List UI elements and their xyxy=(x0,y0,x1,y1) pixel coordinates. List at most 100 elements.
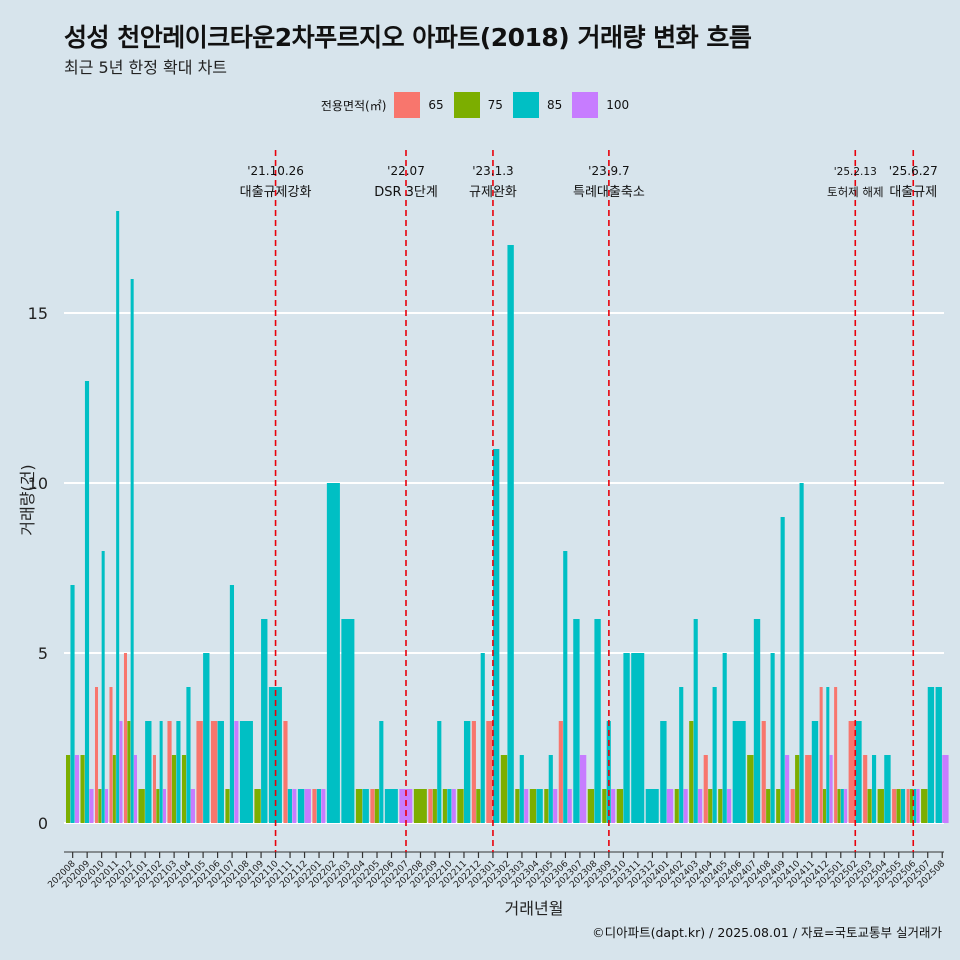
bar-85-202302 xyxy=(507,245,514,823)
bar-65-202111 xyxy=(283,721,288,823)
bar-75-202402 xyxy=(674,789,679,823)
bar-65-202503 xyxy=(863,755,868,823)
y-tick-label: 5 xyxy=(38,644,48,663)
bar-65-202301 xyxy=(486,721,493,823)
bar-100-202409 xyxy=(785,755,790,823)
bar-85-202111 xyxy=(287,789,292,823)
bar-85-202104 xyxy=(186,687,191,823)
bar-75-202208 xyxy=(413,789,427,823)
bar-100-202403 xyxy=(698,789,703,823)
bar-75-202209 xyxy=(432,789,437,823)
bar-65-202412 xyxy=(819,687,823,823)
bar-75-202205 xyxy=(374,789,379,823)
bar-85-202009 xyxy=(84,381,90,823)
bar-75-202310 xyxy=(616,789,624,823)
bar-65-202501 xyxy=(834,687,838,823)
bar-75-202507 xyxy=(921,789,928,823)
bar-85-202410 xyxy=(799,483,804,823)
bar-65-202502 xyxy=(848,721,855,823)
bar-75-202210 xyxy=(442,789,447,823)
event-label: 대출규제강화 xyxy=(240,185,312,200)
bar-85-202206 xyxy=(384,789,398,823)
bar-85-202008 xyxy=(70,585,75,823)
bar-75-202204 xyxy=(355,789,363,823)
bar-85-202307 xyxy=(573,619,580,823)
bar-65-202103 xyxy=(167,721,172,823)
bar-65-202404 xyxy=(703,755,708,823)
bar-75-202012 xyxy=(127,721,131,823)
bar-85-202503 xyxy=(871,755,877,823)
bar-75-202403 xyxy=(689,721,694,823)
bar-85-202107 xyxy=(229,585,235,823)
bar-65-202010 xyxy=(94,687,99,823)
bar-85-202201 xyxy=(316,789,321,823)
bar-100-202305 xyxy=(553,789,558,823)
bar-100-202501 xyxy=(844,789,848,823)
bar-85-202209 xyxy=(437,721,442,823)
bar-85-202411 xyxy=(811,721,819,823)
bar-75-202405 xyxy=(718,789,723,823)
bar-100-202402 xyxy=(683,789,688,823)
bar-65-202212 xyxy=(471,721,476,823)
bar-85-202204 xyxy=(362,789,369,823)
event-label: 대출규제 xyxy=(889,185,937,200)
bar-85-202406 xyxy=(732,721,746,823)
bar-75-202308 xyxy=(587,789,595,823)
y-tick-label: 0 xyxy=(38,814,48,833)
bar-100-202107 xyxy=(234,721,239,823)
source-caption: ©디아파트(dapt.kr) / 2025.08.01 / 자료=국토교통부 실… xyxy=(592,925,942,940)
bar-65-202205 xyxy=(370,789,375,823)
bar-100-202306 xyxy=(567,789,572,823)
legend: 전용면적(㎡) 65 75 85 100 xyxy=(0,92,960,118)
bar-100-202201 xyxy=(321,789,326,823)
bar-75-202506 xyxy=(909,789,913,823)
bar-85-202101 xyxy=(145,721,152,823)
bar-85-202408 xyxy=(770,653,775,823)
bar-65-202012 xyxy=(123,653,128,823)
bar-85-202507 xyxy=(927,687,935,823)
legend-item-100: 100 xyxy=(572,92,629,118)
bar-65-202011 xyxy=(109,687,113,823)
bar-100-202307 xyxy=(579,755,587,823)
event-label: 특례대출축소 xyxy=(573,185,645,200)
bar-65-202505 xyxy=(892,789,897,823)
event-label: 규제완화 xyxy=(469,185,517,200)
bar-75-202109 xyxy=(254,789,261,823)
bar-75-202309 xyxy=(602,789,607,823)
bar-85-202210 xyxy=(447,789,452,823)
bar-75-202501 xyxy=(837,789,841,823)
bar-75-202107 xyxy=(225,789,230,823)
bar-75-202101 xyxy=(138,789,145,823)
event-label: 토허제 해제 xyxy=(827,185,884,199)
bar-85-202501 xyxy=(840,789,844,823)
bar-65-202106 xyxy=(210,721,218,823)
bar-75-202505 xyxy=(896,789,901,823)
bar-75-202304 xyxy=(529,789,537,823)
bar-85-202308 xyxy=(594,619,601,823)
bar-100-202412 xyxy=(829,755,833,823)
bar-85-202508 xyxy=(935,687,942,823)
legend-label-75: 75 xyxy=(487,98,503,112)
event-date: '22.07 xyxy=(387,164,425,178)
y-tick-label: 15 xyxy=(28,304,48,323)
bar-85-202301 xyxy=(492,449,500,823)
y-axis-title: 거래량(건) xyxy=(18,464,37,535)
bar-65-202410 xyxy=(790,789,795,823)
bar-85-202112 xyxy=(297,789,305,823)
y-tick-label: 10 xyxy=(28,474,48,493)
bar-75-202102 xyxy=(156,789,160,823)
bar-85-202205 xyxy=(379,721,384,823)
bar-65-202506 xyxy=(906,789,910,823)
bar-75-202212 xyxy=(476,789,481,823)
bar-85-202405 xyxy=(722,653,727,823)
legend-label-85: 85 xyxy=(546,98,563,112)
bar-85-202010 xyxy=(101,551,105,823)
bar-85-202311 xyxy=(631,653,645,823)
legend-label-65: 65 xyxy=(428,98,444,112)
legend-swatch-85 xyxy=(512,92,539,118)
bar-85-202404 xyxy=(712,687,717,823)
bar-65-202306 xyxy=(558,721,563,823)
bar-85-202506 xyxy=(913,789,917,823)
bar-100-202309 xyxy=(611,789,616,823)
